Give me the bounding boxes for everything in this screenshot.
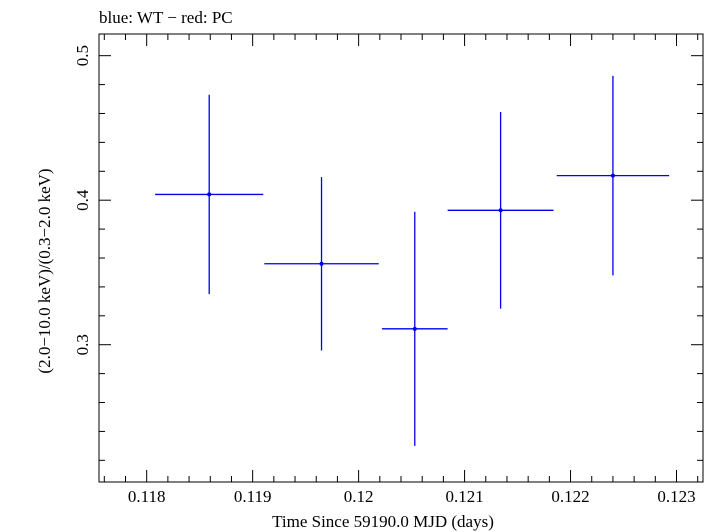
chart-title: blue: WT − red: PC bbox=[99, 8, 233, 27]
point-marker bbox=[319, 261, 324, 266]
point-marker bbox=[207, 192, 212, 197]
point-marker bbox=[610, 173, 615, 178]
x-tick-label: 0.118 bbox=[128, 487, 166, 506]
data-point bbox=[447, 112, 554, 309]
data-point bbox=[556, 75, 670, 276]
data-marks bbox=[155, 75, 670, 446]
x-tick-label: 0.123 bbox=[657, 487, 695, 506]
x-tick-label: 0.122 bbox=[551, 487, 589, 506]
x-tick-label: 0.12 bbox=[344, 487, 374, 506]
data-point bbox=[381, 211, 448, 446]
y-tick-labels: 0.3 0.4 0.5 bbox=[73, 45, 92, 355]
point-marker bbox=[498, 208, 503, 213]
x-axis-label: Time Since 59190.0 MJD (days) bbox=[272, 512, 494, 531]
y-axis-label: (2.0−10.0 keV)/(0.3−2.0 keV) bbox=[35, 168, 54, 373]
axis-ticks bbox=[99, 34, 703, 482]
y-tick-label: 0.5 bbox=[73, 45, 92, 66]
data-point bbox=[155, 94, 264, 295]
point-marker bbox=[412, 326, 417, 331]
y-tick-label: 0.3 bbox=[73, 334, 92, 355]
x-tick-labels: 0.118 0.119 0.12 0.121 0.122 0.123 bbox=[128, 487, 696, 506]
y-tick-label: 0.4 bbox=[73, 189, 92, 211]
x-tick-label: 0.121 bbox=[445, 487, 483, 506]
x-tick-label: 0.119 bbox=[234, 487, 272, 506]
data-point bbox=[264, 177, 379, 351]
